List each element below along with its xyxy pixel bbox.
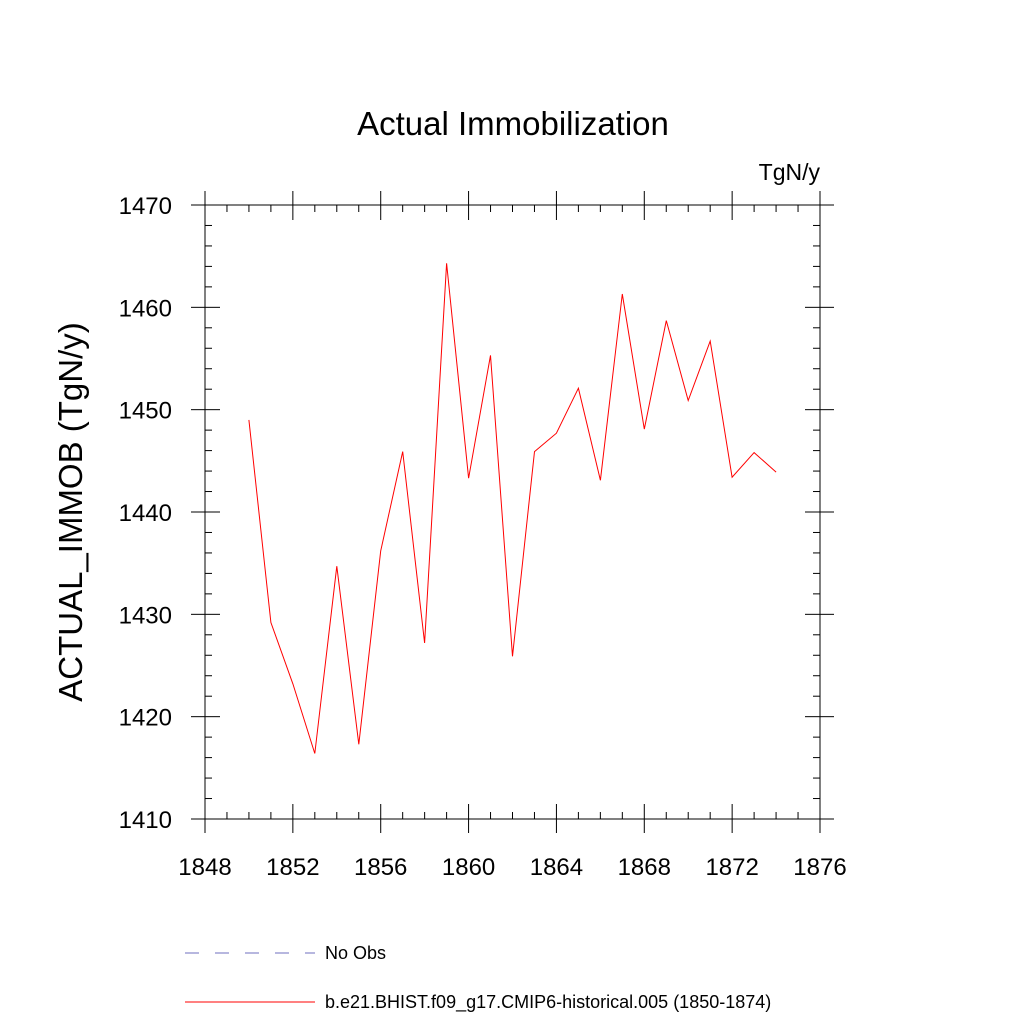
x-tick-label: 1856	[354, 854, 407, 881]
y-tick-label: 1430	[119, 602, 172, 629]
y-tick-labels: 1410 1420 1430 1440 1450 1460 1470	[119, 193, 172, 834]
y-tick-label: 1410	[119, 807, 172, 834]
x-tick-label: 1848	[178, 854, 231, 881]
x-tick-label: 1852	[266, 854, 319, 881]
series-line	[248, 263, 777, 754]
y-tick-label: 1470	[119, 193, 172, 220]
x-tick-labels: 1848 1852 1856 1860 1864 1868 1872 1876	[178, 854, 846, 881]
axis-ticks	[191, 191, 834, 833]
units-label: TgN/y	[759, 159, 821, 185]
legend-label-historical: b.e21.BHIST.f09_g17.CMIP6-historical.005…	[325, 992, 771, 1013]
x-tick-label: 1860	[442, 854, 495, 881]
x-tick-label: 1876	[793, 854, 846, 881]
x-tick-label: 1864	[530, 854, 583, 881]
y-tick-label: 1440	[119, 500, 172, 527]
x-tick-label: 1872	[705, 854, 758, 881]
chart-title: Actual Immobilization	[357, 105, 669, 142]
plot-frame	[204, 204, 821, 820]
legend-label-no-obs: No Obs	[325, 943, 386, 963]
y-axis-label: ACTUAL_IMMOB (TgN/y)	[52, 322, 89, 702]
y-tick-label: 1420	[119, 705, 172, 732]
x-tick-label: 1868	[618, 854, 671, 881]
y-tick-label: 1450	[119, 398, 172, 425]
y-tick-label: 1460	[119, 295, 172, 322]
